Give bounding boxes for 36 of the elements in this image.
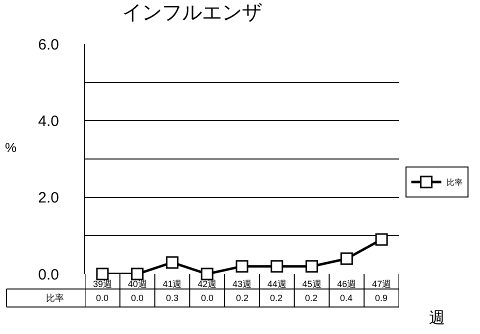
y-axis-title: % (5, 140, 17, 155)
x-tick-label: 45週 (302, 279, 322, 289)
y-tick-label: 2.0 (38, 190, 59, 207)
y-tick-label: 0.0 (38, 266, 59, 284)
legend-label: 比率 (446, 178, 462, 188)
point (236, 260, 248, 273)
point (375, 233, 388, 246)
x-tick-label: 46週 (337, 279, 356, 289)
chart-title: インフルエンザ (122, 2, 262, 24)
point (96, 268, 109, 280)
data-label: 0.0 (96, 293, 109, 303)
x-tick-label: 47週 (372, 279, 392, 289)
data-label: 0.2 (305, 293, 318, 303)
x-tick-label: 39週 (92, 279, 112, 289)
x-tick-label: 42週 (198, 279, 217, 289)
point (131, 268, 144, 280)
data-label: 0.3 (166, 293, 179, 303)
x-tick-label: 40週 (128, 279, 147, 289)
point (306, 260, 318, 273)
data-label: 0.2 (270, 293, 283, 303)
x-tick-label: 43週 (232, 279, 252, 289)
point (270, 260, 284, 273)
data-label: 0.0 (131, 293, 144, 303)
data-label: 0.9 (375, 293, 388, 303)
data-label: 0.0 (201, 293, 214, 303)
data-label: 0.4 (340, 293, 353, 303)
point (200, 268, 214, 280)
x-tick-label: 41週 (162, 279, 182, 289)
x-axis-title: 週 (429, 310, 445, 327)
point (166, 256, 178, 269)
y-tick-label: 4.0 (38, 112, 59, 130)
point (340, 252, 353, 265)
data-label: 0.2 (236, 293, 249, 303)
x-tick-label: 44週 (267, 279, 286, 289)
text: 比率 (46, 293, 64, 303)
y-tick-label: 6.0 (38, 36, 59, 54)
